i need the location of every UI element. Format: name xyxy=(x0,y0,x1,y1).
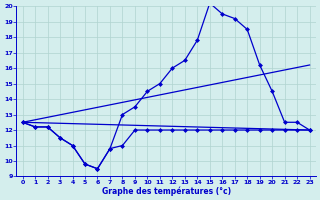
X-axis label: Graphe des températures (°c): Graphe des températures (°c) xyxy=(101,186,231,196)
